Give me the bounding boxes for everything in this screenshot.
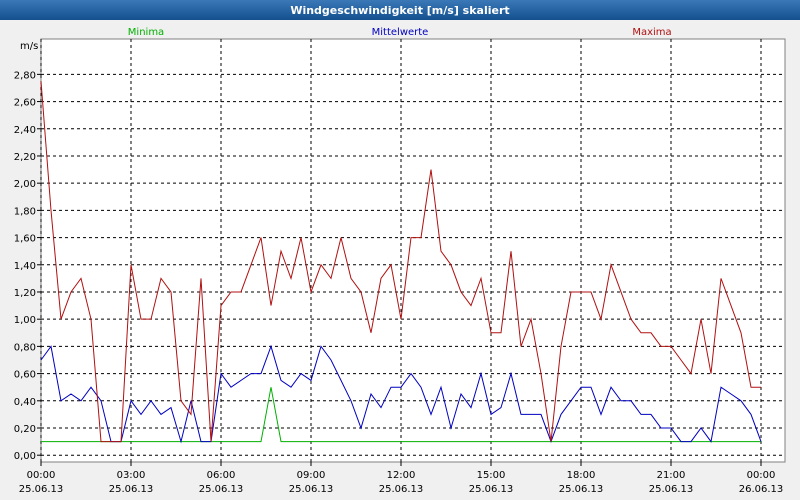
x-tick-label: 06:00 25.06.13 bbox=[199, 470, 244, 495]
data-line bbox=[40, 344, 762, 444]
y-tick-label: 1,40 bbox=[14, 261, 36, 272]
title-bar bbox=[0, 0, 800, 20]
x-tick-label: 00:00 25.06.13 bbox=[19, 470, 64, 495]
y-tick-label: 0,40 bbox=[14, 397, 36, 408]
y-tick-label: 0,00 bbox=[14, 451, 36, 462]
y-tick-label: 1,20 bbox=[14, 288, 36, 299]
chart-title: Windgeschwindigkeit [m/s] skaliert bbox=[290, 4, 509, 17]
x-tick-label: 03:00 25.06.13 bbox=[109, 470, 154, 495]
y-tick-label: 2,40 bbox=[14, 125, 36, 136]
legend-entry: Mittelwerte bbox=[372, 27, 429, 38]
x-tick-label: 15:00 25.06.13 bbox=[469, 470, 514, 495]
y-tick-label: 0,20 bbox=[14, 424, 36, 435]
legend-entry: Maxima bbox=[632, 27, 671, 38]
y-tick-label: 1,80 bbox=[14, 206, 36, 217]
y-tick-label: 2,80 bbox=[14, 70, 36, 81]
data-line bbox=[40, 81, 761, 443]
x-tick-label: 12:00 25.06.13 bbox=[379, 470, 424, 495]
y-tick-label: 2,60 bbox=[14, 98, 36, 109]
y-tick-label: 1,60 bbox=[14, 234, 36, 245]
legend-entry: Minima bbox=[128, 27, 164, 38]
y-tick-label: 0,60 bbox=[14, 370, 36, 381]
plot-area bbox=[40, 38, 786, 463]
data-line bbox=[41, 387, 761, 443]
x-tick-label: 18:00 25.06.13 bbox=[559, 470, 604, 495]
y-tick-label: 0,80 bbox=[14, 342, 36, 353]
x-tick-label: 00:00 26.06.13 bbox=[739, 470, 784, 495]
y-tick-label: 2,20 bbox=[14, 152, 36, 163]
y-tick-label: 1,00 bbox=[14, 315, 36, 326]
x-tick-label: 09:00 25.06.13 bbox=[289, 470, 334, 495]
y-axis-label: m/s bbox=[20, 41, 38, 52]
y-tick-label: 2,00 bbox=[14, 179, 36, 190]
x-tick-label: 21:00 25.06.13 bbox=[649, 470, 694, 495]
